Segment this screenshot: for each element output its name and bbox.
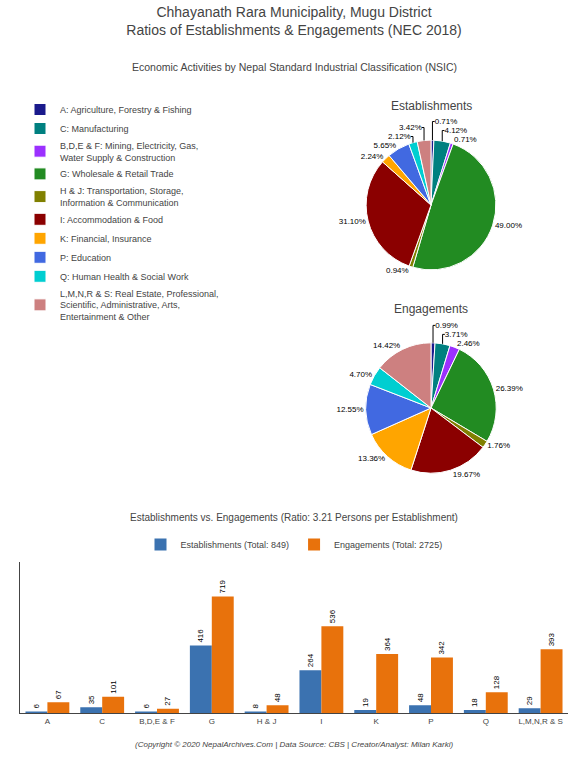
svg-text:4.12%: 4.12%: [444, 126, 467, 135]
svg-text:B,D,E & F: B,D,E & F: [139, 717, 175, 726]
svg-text:26.39%: 26.39%: [496, 384, 523, 393]
svg-text:416: 416: [196, 629, 205, 643]
svg-text:Establishments vs. Engagements: Establishments vs. Engagements (Ratio: 3…: [130, 512, 458, 523]
svg-text:0.94%: 0.94%: [386, 266, 409, 275]
svg-text:13.36%: 13.36%: [358, 454, 385, 463]
svg-text:(Copyright © 2020 NepalArchive: (Copyright © 2020 NepalArchives.Com | Da…: [135, 740, 454, 749]
svg-text:H & J: H & J: [257, 717, 277, 726]
svg-text:P: P: [428, 717, 433, 726]
svg-text:67: 67: [54, 690, 63, 699]
svg-text:H & J: Transportation, Storage: H & J: Transportation, Storage,Informati…: [60, 186, 184, 208]
svg-text:6: 6: [142, 704, 151, 709]
svg-text:Economic Activities by Nepal S: Economic Activities by Nepal Standard In…: [132, 61, 457, 73]
svg-text:I: Accommodation & Food: I: Accommodation & Food: [60, 215, 163, 225]
svg-text:P: Education: P: Education: [60, 253, 111, 263]
svg-text:0.99%: 0.99%: [435, 321, 458, 330]
svg-text:Engagements: Engagements: [394, 302, 468, 316]
svg-text:719: 719: [218, 580, 227, 594]
svg-text:14.42%: 14.42%: [373, 341, 400, 350]
svg-text:Chhayanath Rara Municipality,: Chhayanath Rara Municipality, Mugu Distr…: [126, 4, 461, 38]
svg-text:364: 364: [383, 637, 392, 651]
svg-text:48: 48: [273, 693, 282, 702]
svg-text:Engagements (Total: 2725): Engagements (Total: 2725): [334, 540, 442, 550]
svg-text:2.46%: 2.46%: [457, 339, 480, 348]
svg-text:342: 342: [437, 641, 446, 655]
svg-text:I: I: [320, 717, 322, 726]
svg-text:A: A: [45, 717, 51, 726]
svg-text:128: 128: [492, 675, 501, 689]
svg-text:29: 29: [525, 696, 534, 705]
svg-text:264: 264: [306, 653, 315, 667]
svg-text:Q: Q: [483, 717, 489, 726]
svg-text:C: C: [99, 717, 105, 726]
svg-text:3.42%: 3.42%: [399, 123, 422, 132]
svg-text:536: 536: [328, 609, 337, 623]
svg-text:1.76%: 1.76%: [487, 441, 510, 450]
svg-text:A: Agriculture, Forestry & Fis: A: Agriculture, Forestry & Fishing: [60, 105, 192, 115]
svg-text:393: 393: [547, 632, 556, 646]
svg-text:48: 48: [416, 693, 425, 702]
svg-text:19.67%: 19.67%: [453, 470, 480, 479]
svg-text:0.71%: 0.71%: [454, 135, 477, 144]
svg-text:C: Manufacturing: C: Manufacturing: [60, 124, 129, 134]
svg-text:K: K: [374, 717, 380, 726]
svg-text:49.00%: 49.00%: [495, 221, 522, 230]
svg-text:4.70%: 4.70%: [349, 370, 372, 379]
svg-text:G: Wholesale & Retail Trade: G: Wholesale & Retail Trade: [60, 169, 174, 179]
svg-text:31.10%: 31.10%: [339, 217, 366, 226]
svg-text:K: Financial, Insurance: K: Financial, Insurance: [60, 234, 152, 244]
svg-text:18: 18: [470, 698, 479, 707]
svg-text:19: 19: [361, 697, 370, 706]
svg-text:2.12%: 2.12%: [388, 132, 411, 141]
svg-text:G: G: [209, 717, 215, 726]
svg-text:6: 6: [32, 704, 41, 709]
svg-text:35: 35: [87, 695, 96, 704]
svg-text:Establishments (Total: 849): Establishments (Total: 849): [181, 540, 290, 550]
svg-text:27: 27: [163, 696, 172, 705]
svg-text:3.71%: 3.71%: [445, 330, 468, 339]
svg-text:5.65%: 5.65%: [374, 141, 397, 150]
svg-text:L,M,N,R & S: Real Estate, Prof: L,M,N,R & S: Real Estate, Professional,S…: [60, 289, 219, 322]
svg-text:101: 101: [109, 680, 118, 694]
svg-text:Q: Human Health & Social Work: Q: Human Health & Social Work: [60, 272, 189, 282]
svg-text:2.24%: 2.24%: [361, 152, 384, 161]
svg-text:L,M,N,R & S: L,M,N,R & S: [518, 717, 562, 726]
svg-text:0.71%: 0.71%: [435, 117, 458, 126]
svg-text:Establishments: Establishments: [391, 99, 472, 113]
svg-text:8: 8: [251, 704, 260, 709]
svg-text:B,D,E & F: Mining, Electricity: B,D,E & F: Mining, Electricity, Gas,Wate…: [60, 141, 198, 163]
svg-text:12.55%: 12.55%: [336, 405, 363, 414]
